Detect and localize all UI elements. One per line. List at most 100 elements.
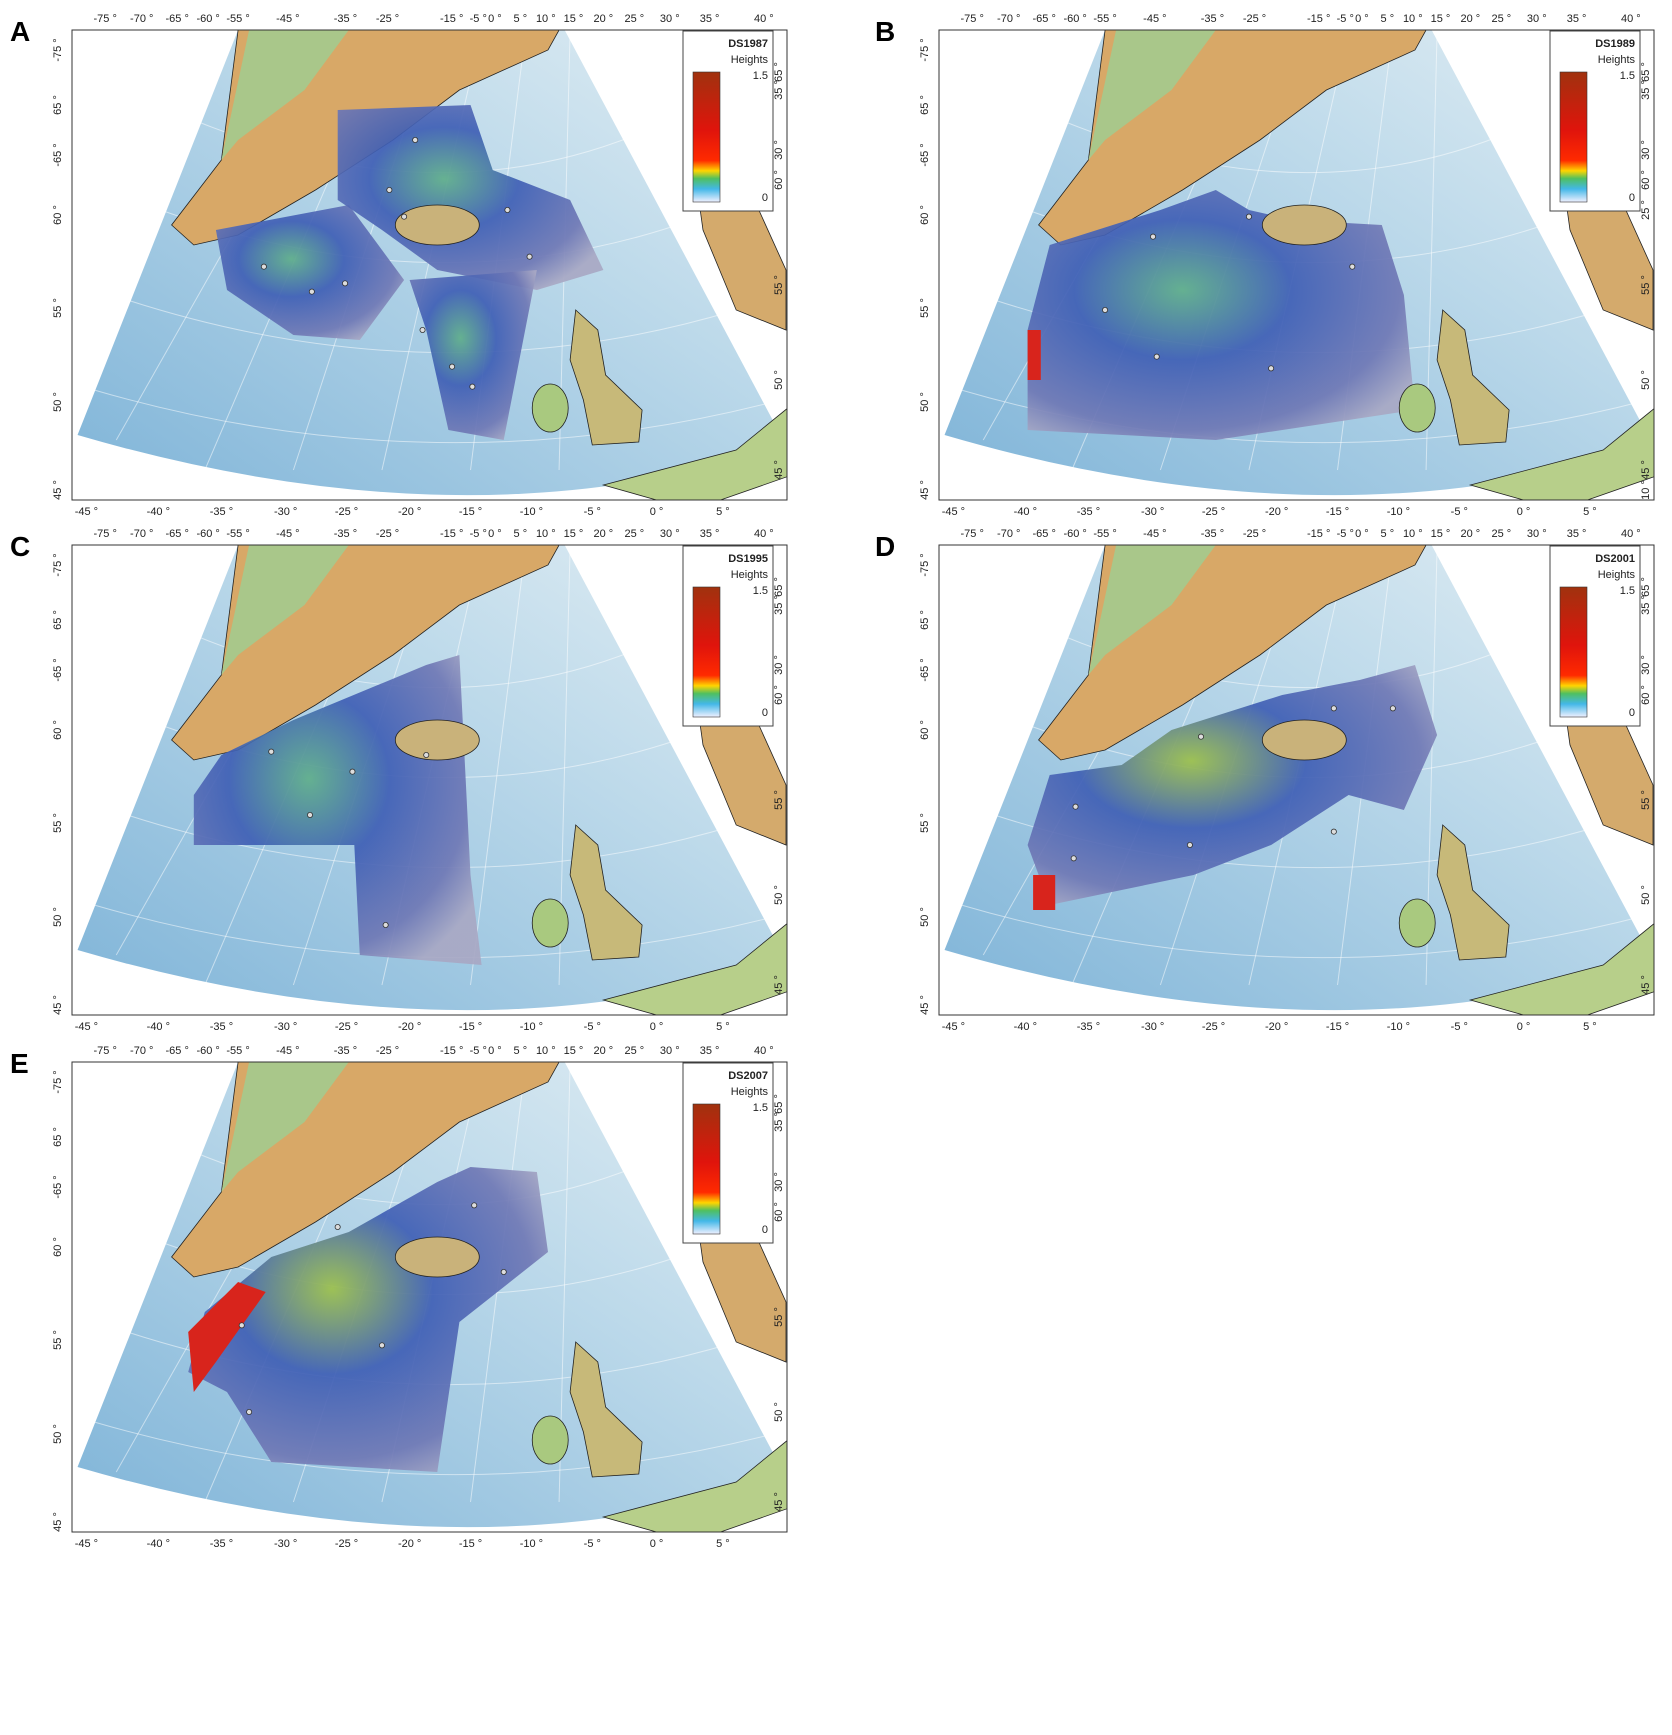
top-label: 40 °	[1621, 13, 1641, 25]
survey-area	[215, 205, 405, 340]
top-label: -75 °	[94, 1045, 117, 1057]
top-label: 35 °	[1567, 13, 1587, 25]
right-label: 35 °	[773, 80, 785, 100]
top-label: -35 °	[1201, 528, 1224, 540]
right-label: 30 °	[773, 655, 785, 675]
station	[1245, 213, 1252, 220]
top-label: 15 °	[1431, 528, 1451, 540]
top-label: -70 °	[130, 13, 153, 25]
left-label: 60 °	[52, 205, 64, 225]
station	[246, 1408, 253, 1415]
right-label: 65 °	[773, 577, 785, 597]
station	[1389, 705, 1396, 712]
europe	[601, 1440, 787, 1532]
top-label: -25 °	[376, 1045, 399, 1057]
bottom-label: -15 °	[459, 1538, 482, 1550]
top-label: 10 °	[536, 1045, 556, 1057]
bottom-label: -25 °	[335, 1021, 358, 1033]
bottom-label: -30 °	[274, 1021, 297, 1033]
colorbar	[692, 586, 721, 718]
frame	[938, 29, 1655, 501]
top-label: -35 °	[334, 1045, 357, 1057]
station	[412, 136, 419, 143]
top-label: 15 °	[564, 1045, 584, 1057]
bottom-label: -10 °	[520, 1538, 543, 1550]
right-label: 45 °	[773, 1492, 785, 1512]
britain	[569, 309, 643, 446]
top-label: 5 °	[514, 13, 528, 25]
bottom-label: -30 °	[274, 506, 297, 518]
bottom-label: -45 °	[942, 506, 965, 518]
legend-title: DS1987	[728, 38, 768, 50]
right-label: 55 °	[1640, 790, 1652, 810]
left-label: -65 °	[919, 658, 931, 681]
station	[1102, 306, 1109, 313]
top-label: -5 °	[1337, 528, 1354, 540]
top-label: -15 °	[1307, 528, 1330, 540]
hotspot	[1033, 875, 1056, 910]
station	[526, 253, 533, 260]
bottom-label: -10 °	[1387, 1021, 1410, 1033]
top-label: 30 °	[660, 528, 680, 540]
britain	[1436, 309, 1510, 446]
colorbar	[1559, 586, 1588, 718]
left-label: 50 °	[52, 392, 64, 412]
top-label: -5 °	[470, 13, 487, 25]
left-label: -65 °	[52, 143, 64, 166]
bottom-label: 0 °	[1517, 1021, 1531, 1033]
top-label: -55 °	[226, 528, 249, 540]
legend-min: 0	[762, 192, 768, 204]
bottom-label: -45 °	[75, 1538, 98, 1550]
station	[1330, 705, 1337, 712]
legend-label: Heights	[731, 569, 769, 581]
top-label: 30 °	[1527, 13, 1547, 25]
left-label: -75 °	[919, 553, 931, 576]
bottom-label: -5 °	[1451, 506, 1468, 518]
station	[1268, 365, 1275, 372]
right-label: 50 °	[773, 370, 785, 390]
legend-title: DS1995	[728, 553, 768, 565]
bottom-label: -35 °	[210, 1021, 233, 1033]
left-label: 45 °	[919, 995, 931, 1015]
top-label: -45 °	[276, 13, 299, 25]
left-label: 65 °	[919, 95, 931, 115]
top-label: -65 °	[1032, 528, 1055, 540]
station	[504, 206, 511, 213]
top-label: 0 °	[1355, 528, 1369, 540]
top-label: -60 °	[196, 13, 219, 25]
top-label: -55 °	[1093, 528, 1116, 540]
bottom-label: -45 °	[75, 1021, 98, 1033]
right-label: 30 °	[1640, 140, 1652, 160]
top-label: 30 °	[660, 13, 680, 25]
right-label: 65 °	[773, 62, 785, 82]
top-label: -70 °	[130, 528, 153, 540]
map	[944, 545, 1654, 1015]
top-label: -60 °	[196, 528, 219, 540]
bottom-label: 5 °	[1583, 506, 1597, 518]
bottom-label: -45 °	[75, 506, 98, 518]
station	[349, 768, 356, 775]
left-label: 50 °	[52, 907, 64, 927]
right-label: 25 °	[1640, 200, 1652, 220]
iceland	[394, 1236, 480, 1278]
britain	[569, 1341, 643, 1478]
bottom-label: -35 °	[1077, 1021, 1100, 1033]
bottom-label: -20 °	[1265, 1021, 1288, 1033]
top-label: 10 °	[1403, 528, 1423, 540]
left-label: 55 °	[919, 298, 931, 318]
top-label: -35 °	[1201, 13, 1224, 25]
top-label: -60 °	[1063, 13, 1086, 25]
legend-label: Heights	[731, 54, 769, 66]
top-label: 5 °	[1381, 13, 1395, 25]
top-label: 10 °	[1403, 13, 1423, 25]
frame	[938, 544, 1655, 1016]
panel-letter: E	[10, 1048, 29, 1079]
colorbar	[1559, 71, 1588, 203]
bottom-label: 5 °	[1583, 1021, 1597, 1033]
map	[77, 30, 787, 500]
right-label: 65 °	[1640, 62, 1652, 82]
iceland	[394, 204, 480, 246]
legend-min: 0	[1629, 192, 1635, 204]
legend-max: 1.5	[753, 70, 768, 82]
